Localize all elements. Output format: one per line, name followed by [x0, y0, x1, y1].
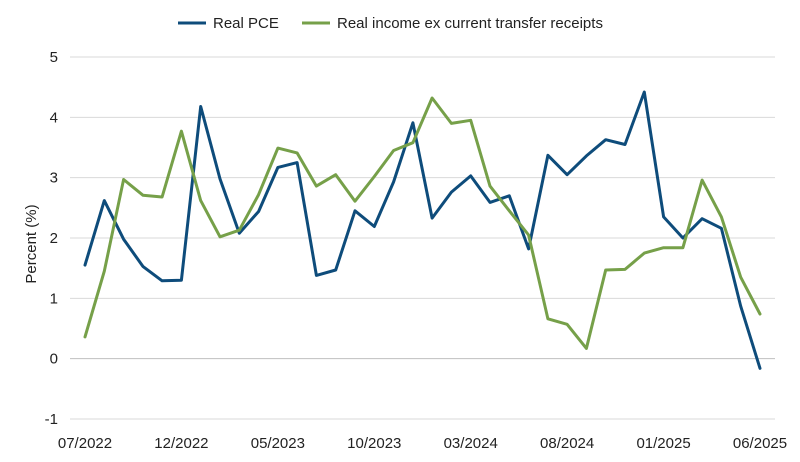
x-tick-label: 07/2022: [58, 435, 112, 452]
series-line-real-pce: [83, 90, 762, 370]
x-tick-label: 08/2024: [540, 435, 594, 452]
legend-label: Real PCE: [213, 15, 279, 32]
x-tick-label: 06/2025: [733, 435, 787, 452]
y-axis-label: Percent (%): [23, 204, 40, 283]
gridlines: [70, 56, 775, 420]
legend-label: Real income ex current transfer receipts: [337, 15, 603, 32]
x-axis: 07/2022 12/2022 05/2023 10/2023 03/2024 08/20…: [58, 435, 787, 452]
legend: Real PCE Real income ex current transfer …: [178, 15, 603, 32]
y-tick-label: -1: [45, 411, 58, 428]
y-tick-label: 2: [50, 230, 58, 247]
y-tick-label: 5: [50, 49, 58, 66]
y-tick-label: 0: [50, 351, 58, 368]
series-lines: [83, 90, 762, 370]
x-tick-label: 05/2023: [251, 435, 305, 452]
x-tick-label: 10/2023: [347, 435, 401, 452]
y-tick-label: 4: [50, 109, 58, 126]
y-tick-label: 1: [50, 290, 58, 307]
x-tick-label: 12/2022: [154, 435, 208, 452]
x-tick-label: 01/2025: [636, 435, 690, 452]
y-tick-label: 3: [50, 170, 58, 187]
x-tick-label: 03/2024: [444, 435, 498, 452]
series-line-real-income: [83, 96, 762, 350]
y-axis: -1 0 1 2 3 4 5: [45, 49, 58, 428]
